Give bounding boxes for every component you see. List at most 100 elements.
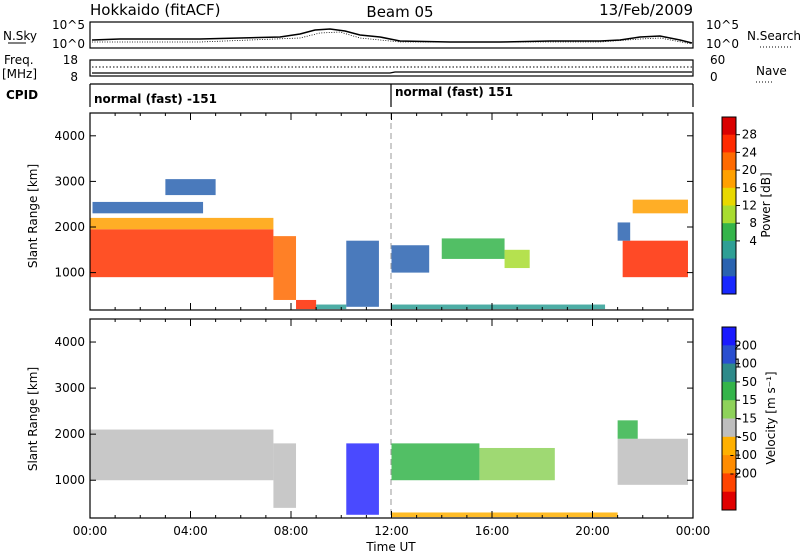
nave-label: Nave: [756, 64, 787, 78]
power-colorbar-swatch: [722, 205, 736, 224]
velocity-colorbar-swatch: [722, 455, 736, 474]
power-axis-ticks: 1000 2000 3000 4000: [54, 113, 694, 310]
power-echo-region: [90, 217, 274, 230]
time-tick-label: 04:00: [173, 524, 208, 538]
velocity-colorbar-tick-label: 15: [742, 393, 757, 407]
power-echo-region: [90, 229, 274, 278]
velocity-ylabel: Slant Range [km]: [26, 367, 40, 471]
velocity-colorbar-swatches: [722, 327, 736, 511]
velocity-colorbar-tick-label: 200: [734, 338, 757, 352]
power-ytick-label: 4000: [54, 129, 85, 143]
power-echo-region: [92, 201, 204, 214]
nsearch-trace: [92, 31, 693, 45]
velocity-colorbar-swatch: [722, 345, 736, 365]
power-echo-region: [504, 249, 530, 269]
velocity-colorbar-swatch: [722, 381, 736, 401]
nave-tick-top: 60: [710, 53, 725, 67]
freq-tick-bottom: 8: [70, 70, 78, 84]
cpid-segment-2: normal (fast) 151: [395, 85, 513, 99]
time-tick-label: 12:00: [374, 524, 409, 538]
velocity-colorbar-swatch: [722, 436, 736, 456]
power-colorbar-swatch: [722, 117, 736, 136]
velocity-colorbar-swatch: [722, 400, 736, 419]
power-colorbar-tick-label: 24: [742, 145, 757, 159]
velocity-echo-region: [617, 438, 688, 485]
cpid-segment-1: normal (fast) -151: [94, 92, 217, 106]
velocity-colorbar-tick-label: 100: [734, 357, 757, 371]
nave-tick-bottom: 0: [710, 70, 718, 84]
velocity-colorbar: 200 100 50 15 -15 -50 -100 -200 Velocity [m s⁻¹…: [721, 326, 778, 511]
time-tick-label: 20:00: [575, 524, 610, 538]
velocity-colorbar-tick-label: -50: [737, 430, 757, 444]
velocity-colorbar-swatch: [722, 363, 736, 383]
power-echo-region: [391, 245, 430, 273]
nsky-panel: N.Sky 10^5 10^0 10^5 10^0 N.Search: [3, 18, 800, 51]
velocity-echo-region: [346, 443, 379, 515]
power-colorbar-swatch: [722, 223, 736, 242]
nsearch-label: N.Search: [747, 29, 800, 43]
velocity-ytick-label: 4000: [54, 335, 85, 349]
velocity-colorbar-swatch: [722, 473, 736, 493]
power-colorbar-ticks: 28 24 20 16 12 8 4: [736, 128, 757, 248]
velocity-panel: 1000 2000 3000 4000 00:00 04:00 08:00 12:00 16:0…: [26, 318, 711, 554]
velocity-echo-region: [617, 420, 638, 439]
freq-tick-top: 18: [63, 53, 78, 67]
time-axis-label: Time UT: [365, 540, 416, 554]
power-ytick-label: 1000: [54, 266, 85, 280]
power-colorbar-swatches: [722, 117, 736, 295]
power-colorbar-swatch: [722, 134, 736, 153]
freq-trace: [92, 71, 692, 74]
power-colorbar-tick-label: 8: [749, 216, 757, 230]
station-title: Hokkaido (fitACF): [90, 1, 221, 19]
velocity-echo-region: [273, 443, 297, 508]
power-panel: 1000 2000 3000 4000 Slant Range [km]: [26, 112, 694, 311]
velocity-colorbar-label: Velocity [m s⁻¹]: [764, 371, 778, 464]
power-echo-region: [316, 304, 347, 310]
power-colorbar-swatch: [722, 170, 736, 189]
power-echo-region: [391, 304, 606, 310]
velocity-ytick-label: 3000: [54, 381, 85, 395]
cpid-row: CPID normal (fast) -151 normal (fast) 15…: [6, 83, 694, 107]
power-ytick-label: 3000: [54, 174, 85, 188]
date-title: 13/Feb/2009: [599, 1, 693, 19]
velocity-colorbar-tick-label: -15: [737, 412, 757, 426]
power-data-layer: [90, 179, 688, 310]
power-echo-region: [296, 299, 317, 310]
power-colorbar-tick-label: 16: [742, 181, 757, 195]
power-echo-region: [165, 179, 216, 196]
nsky-tick-top: 10^5: [52, 18, 85, 32]
power-echo-region: [273, 236, 297, 300]
velocity-colorbar-swatch: [722, 418, 736, 438]
power-colorbar-label: Power [dB]: [759, 172, 773, 237]
power-colorbar-swatch: [722, 240, 736, 260]
cpid-label: CPID: [6, 88, 38, 102]
power-colorbar-tick-label: 12: [742, 199, 757, 213]
velocity-frame: [89, 318, 694, 519]
velocity-colorbar-swatch: [722, 327, 736, 346]
power-echo-region: [441, 238, 505, 259]
velocity-colorbar-tick-label: -200: [730, 466, 757, 480]
power-ylabel: Slant Range [km]: [26, 164, 40, 268]
power-colorbar-swatch: [722, 276, 736, 295]
nsky-label: N.Sky: [3, 29, 37, 43]
velocity-colorbar-tick-label: -100: [730, 448, 757, 462]
freq-panel: Freq. [MHz] 18 8 60 0 Nave: [2, 53, 787, 84]
velocity-colorbar-tick-label: 50: [742, 375, 757, 389]
velocity-echo-region: [391, 512, 618, 518]
power-colorbar-tick-label: 4: [749, 234, 757, 248]
velocity-echo-region: [90, 429, 274, 481]
freq-unit-label: [MHz]: [2, 67, 37, 81]
power-ytick-label: 2000: [54, 220, 85, 234]
nsearch-tick-top: 10^5: [706, 18, 739, 32]
velocity-data-layer: [90, 420, 688, 518]
power-colorbar-tick-label: 20: [742, 163, 757, 177]
nsky-trace: [91, 28, 693, 44]
time-tick-label: 00:00: [73, 524, 108, 538]
time-tick-label: 08:00: [274, 524, 309, 538]
power-echo-region: [346, 240, 379, 307]
velocity-colorbar-ticks: 200 100 50 15 -15 -50 -100 -200: [730, 338, 757, 480]
beam-title: Beam 05: [366, 3, 433, 21]
time-tick-label: 00:00: [676, 524, 711, 538]
power-colorbar-tick-label: 28: [742, 128, 757, 142]
